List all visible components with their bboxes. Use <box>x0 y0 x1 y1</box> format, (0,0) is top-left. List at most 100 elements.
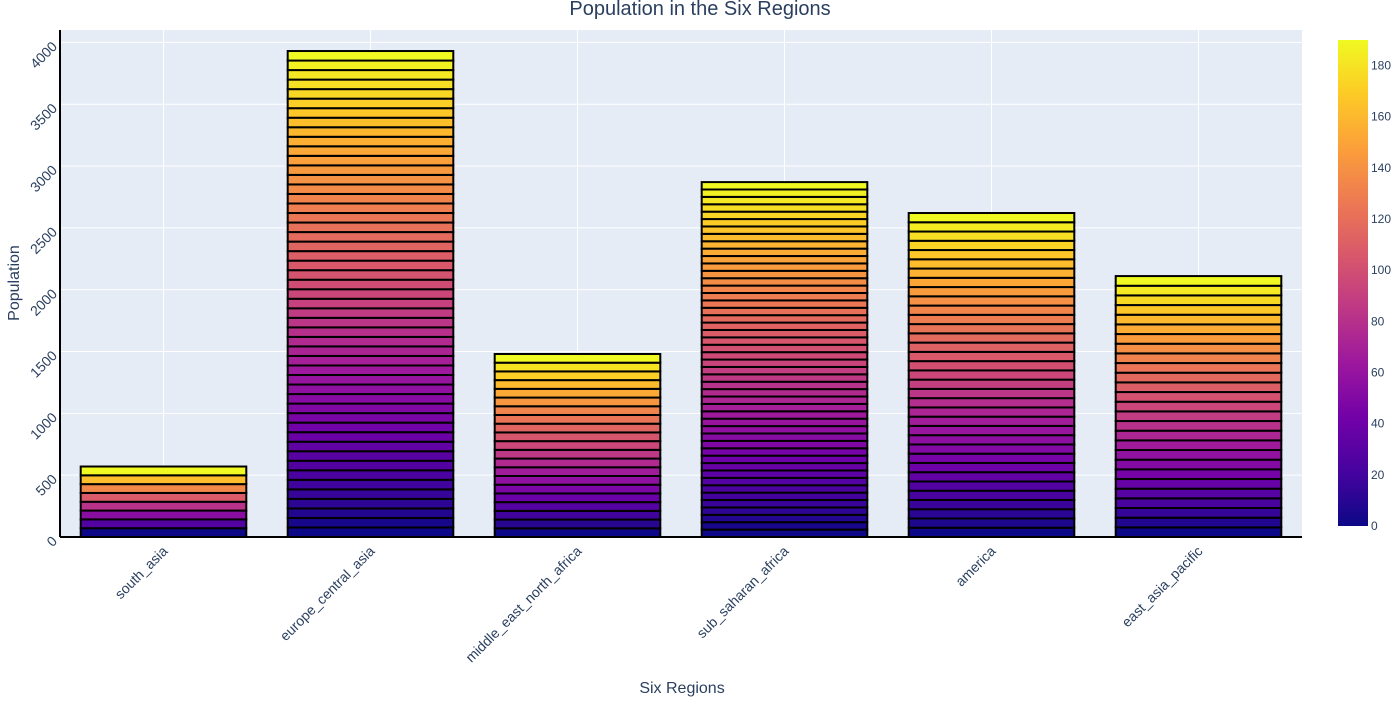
bar-segment <box>493 518 662 530</box>
x-tick-label: middle_east_north_africa <box>462 543 585 666</box>
bar-segment <box>700 462 869 472</box>
y-tick-label: 0 <box>43 533 60 550</box>
bar-segment <box>700 203 869 213</box>
chart-title: Population in the Six Regions <box>569 0 830 20</box>
bar-segment <box>700 373 869 383</box>
bar-segment <box>493 405 662 416</box>
bar-segment <box>286 135 455 148</box>
colorbar-tick-label: 60 <box>1371 366 1385 380</box>
bar-segment <box>907 341 1076 353</box>
bar-segment <box>700 225 869 235</box>
bar-segment <box>1114 275 1283 287</box>
bar-segment <box>907 221 1076 233</box>
bar-segment <box>907 452 1076 464</box>
bar-segment <box>286 164 455 176</box>
y-tick-label: 500 <box>32 471 60 499</box>
bar-segment <box>286 507 455 519</box>
bar-segment <box>286 173 455 186</box>
bar-segment <box>493 527 662 539</box>
bar-segment <box>700 447 869 457</box>
bar-segment <box>1114 458 1283 471</box>
bar-segment <box>1114 294 1283 307</box>
bar-segment <box>700 351 869 361</box>
bar-segment <box>493 413 662 425</box>
bar-segment <box>907 424 1076 437</box>
colorbar-tick-label: 20 <box>1371 468 1385 482</box>
bar-segment <box>907 434 1076 446</box>
bar-segment <box>907 369 1076 381</box>
bar-segment <box>1114 381 1283 394</box>
colorbar-tick-label: 80 <box>1371 314 1385 328</box>
bar-segment <box>1114 410 1283 423</box>
bar-segment <box>700 299 869 309</box>
bar-segment <box>286 212 455 224</box>
bar-segment <box>700 321 869 331</box>
bar-segment <box>907 498 1076 511</box>
bar-segment <box>907 517 1076 529</box>
bar-segment <box>700 232 869 243</box>
bar-segment <box>286 440 455 453</box>
bar-segment <box>907 480 1076 492</box>
bar-segment <box>700 240 869 250</box>
bar-segment <box>493 396 662 408</box>
bar-segment <box>286 116 455 129</box>
bar-segment <box>700 425 869 435</box>
bar-segment <box>286 516 455 529</box>
bar-segment <box>700 454 869 465</box>
bar-segment <box>286 450 455 462</box>
colorbar-tick-label: 100 <box>1371 263 1391 277</box>
bar-segment <box>286 78 455 91</box>
y-tick-label: 3000 <box>27 162 60 195</box>
bar-segment <box>907 249 1076 261</box>
bar-segment <box>79 509 248 521</box>
bar-segment <box>79 527 248 539</box>
bar-segment <box>286 269 455 281</box>
bar-segment <box>79 474 248 486</box>
bar-segment <box>1114 429 1283 442</box>
bar-segment <box>493 483 662 495</box>
bar-segment <box>700 484 869 494</box>
y-tick-label: 1000 <box>27 409 60 442</box>
bar-segment <box>286 459 455 472</box>
y-tick-labels: 0 500 1000 1500 2000 2500 3000 3500 4000 <box>27 38 60 550</box>
bar-segment <box>907 258 1076 270</box>
bar-segment <box>907 239 1076 252</box>
bar-segment <box>1114 313 1283 326</box>
bar-segment <box>286 307 455 319</box>
bar-segment <box>286 374 455 386</box>
bar-segment <box>286 497 455 510</box>
x-tick-label: east_asia_pacific <box>1118 543 1205 630</box>
x-tick-labels: south_asia europe_central_asia middle_east… <box>111 543 1205 666</box>
bar-europe_central_asia <box>286 50 455 538</box>
bar-segment <box>700 336 869 346</box>
bar-segment <box>700 388 869 398</box>
bar-segment <box>1114 478 1283 490</box>
bar-segment <box>493 474 662 486</box>
bar-segment <box>1114 439 1283 452</box>
bar-segment <box>286 326 455 338</box>
colorbar <box>1338 40 1368 526</box>
bar-segment <box>700 358 869 368</box>
bar-segment <box>700 432 869 442</box>
bar-segment <box>1114 449 1283 461</box>
bar-segment <box>286 192 455 205</box>
bar-segment <box>700 491 869 502</box>
bar-segment <box>286 469 455 481</box>
bar-segment <box>700 521 869 531</box>
bar-segment <box>1114 487 1283 500</box>
bar-segment <box>700 402 869 413</box>
bar-segment <box>493 457 662 469</box>
bar-segment <box>700 439 869 450</box>
bar-segment <box>286 412 455 424</box>
bar-segment <box>493 370 662 382</box>
bar-segment <box>286 240 455 253</box>
bar-segment <box>286 278 455 291</box>
bar-segment <box>700 328 869 339</box>
bar-segment <box>907 415 1076 427</box>
bar-segment <box>1114 371 1283 384</box>
bar-segment <box>700 314 869 324</box>
bar-segment <box>907 461 1076 474</box>
bar-segment <box>907 304 1076 316</box>
bar-segment <box>907 360 1076 372</box>
bar-segment <box>493 352 662 364</box>
